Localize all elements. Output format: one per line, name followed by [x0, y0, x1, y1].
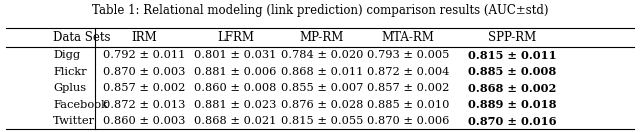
Text: MP-RM: MP-RM — [300, 31, 344, 44]
Text: LFRM: LFRM — [217, 31, 254, 44]
Text: 0.857 ± 0.002: 0.857 ± 0.002 — [367, 83, 449, 93]
Text: 0.792 ± 0.011: 0.792 ± 0.011 — [103, 50, 185, 60]
Text: 0.868 ± 0.002: 0.868 ± 0.002 — [468, 83, 556, 94]
Text: 0.793 ± 0.005: 0.793 ± 0.005 — [367, 50, 449, 60]
Text: IRM: IRM — [131, 31, 157, 44]
Text: Data Sets: Data Sets — [53, 31, 111, 44]
Text: 0.860 ± 0.008: 0.860 ± 0.008 — [195, 83, 276, 93]
Text: 0.801 ± 0.031: 0.801 ± 0.031 — [195, 50, 276, 60]
Text: MTA-RM: MTA-RM — [382, 31, 435, 44]
Text: 0.857 ± 0.002: 0.857 ± 0.002 — [103, 83, 185, 93]
Text: 0.889 ± 0.018: 0.889 ± 0.018 — [468, 99, 556, 110]
Text: 0.868 ± 0.011: 0.868 ± 0.011 — [281, 67, 363, 77]
Text: 0.870 ± 0.016: 0.870 ± 0.016 — [468, 116, 556, 127]
Text: 0.876 ± 0.028: 0.876 ± 0.028 — [281, 100, 363, 110]
Text: 0.870 ± 0.003: 0.870 ± 0.003 — [103, 67, 185, 77]
Text: 0.815 ± 0.011: 0.815 ± 0.011 — [468, 50, 556, 61]
Text: 0.870 ± 0.006: 0.870 ± 0.006 — [367, 116, 449, 126]
Text: 0.784 ± 0.020: 0.784 ± 0.020 — [281, 50, 363, 60]
Text: 0.868 ± 0.021: 0.868 ± 0.021 — [195, 116, 276, 126]
Text: Table 1: Relational modeling (link prediction) comparison results (AUC±std): Table 1: Relational modeling (link predi… — [92, 4, 548, 17]
Text: 0.860 ± 0.003: 0.860 ± 0.003 — [103, 116, 185, 126]
Text: 0.885 ± 0.008: 0.885 ± 0.008 — [468, 66, 556, 77]
Text: 0.872 ± 0.013: 0.872 ± 0.013 — [103, 100, 185, 110]
Text: Twitter: Twitter — [53, 116, 95, 126]
Text: Gplus: Gplus — [53, 83, 86, 93]
Text: SPP-RM: SPP-RM — [488, 31, 536, 44]
Text: Facebook: Facebook — [53, 100, 108, 110]
Text: Flickr: Flickr — [53, 67, 87, 77]
Text: 0.855 ± 0.007: 0.855 ± 0.007 — [281, 83, 363, 93]
Text: 0.881 ± 0.023: 0.881 ± 0.023 — [195, 100, 276, 110]
Text: 0.885 ± 0.010: 0.885 ± 0.010 — [367, 100, 449, 110]
Text: Digg: Digg — [53, 50, 80, 60]
Text: 0.881 ± 0.006: 0.881 ± 0.006 — [195, 67, 276, 77]
Text: 0.872 ± 0.004: 0.872 ± 0.004 — [367, 67, 449, 77]
Text: 0.815 ± 0.055: 0.815 ± 0.055 — [281, 116, 363, 126]
